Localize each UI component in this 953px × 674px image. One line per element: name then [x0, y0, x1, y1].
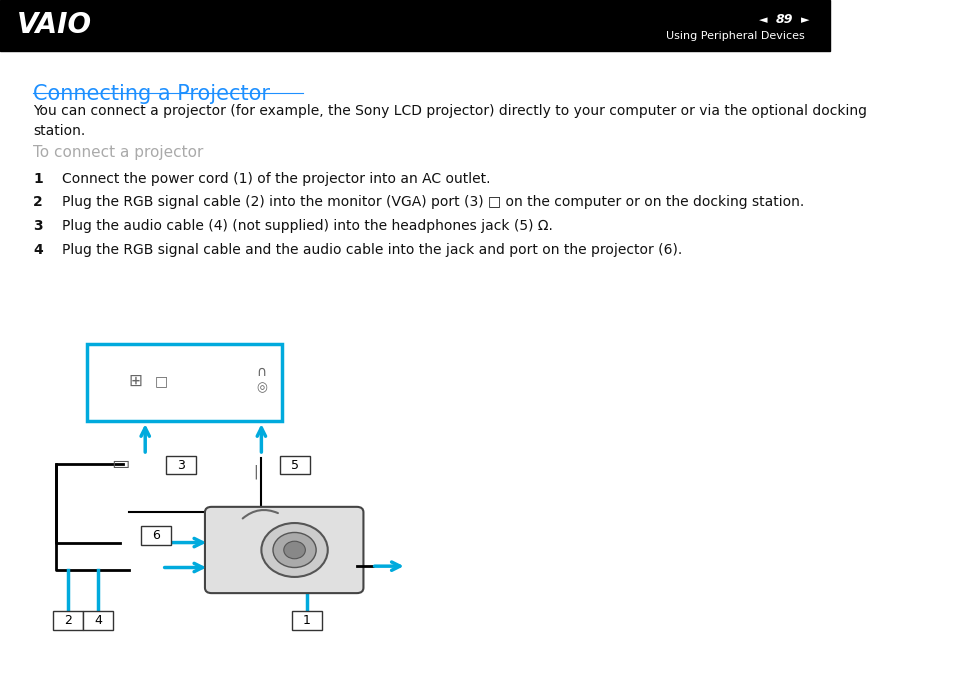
- Text: You can connect a projector (for example, the Sony LCD projector) directly to yo: You can connect a projector (for example…: [33, 104, 866, 138]
- Text: 3: 3: [33, 219, 43, 233]
- Text: ►: ►: [800, 15, 808, 25]
- Bar: [292, 611, 321, 630]
- Text: Plug the audio cable (4) (not supplied) into the headphones jack (5) Ω.: Plug the audio cable (4) (not supplied) …: [62, 219, 553, 233]
- Text: 4: 4: [94, 613, 102, 627]
- Text: 1: 1: [33, 172, 43, 186]
- Text: 1: 1: [303, 613, 311, 627]
- Text: 89: 89: [775, 13, 792, 26]
- Text: 2: 2: [33, 195, 43, 210]
- Text: Plug the RGB signal cable (2) into the monitor (VGA) port (3) □ on the computer : Plug the RGB signal cable (2) into the m…: [62, 195, 803, 210]
- Circle shape: [283, 541, 305, 559]
- FancyBboxPatch shape: [205, 507, 363, 593]
- Bar: [141, 526, 171, 545]
- Bar: [87, 344, 282, 421]
- Text: 5: 5: [291, 458, 298, 472]
- Text: ◄: ◄: [759, 15, 767, 25]
- Text: 6: 6: [152, 528, 160, 542]
- Bar: [83, 611, 112, 630]
- Bar: [166, 456, 195, 474]
- Text: ⊞: ⊞: [129, 372, 142, 390]
- Bar: [53, 611, 83, 630]
- Circle shape: [261, 523, 328, 577]
- Text: ◎: ◎: [255, 381, 267, 394]
- Text: 4: 4: [33, 243, 43, 257]
- Text: Connecting a Projector: Connecting a Projector: [33, 84, 270, 104]
- Bar: [0, 0, 829, 51]
- Text: |: |: [253, 464, 257, 479]
- Bar: [279, 456, 309, 474]
- Text: To connect a projector: To connect a projector: [33, 145, 203, 160]
- Text: □: □: [155, 374, 168, 388]
- Text: ▭: ▭: [111, 454, 130, 473]
- Text: Using Peripheral Devices: Using Peripheral Devices: [665, 31, 804, 41]
- Text: ∩: ∩: [256, 365, 266, 379]
- Text: 3: 3: [176, 458, 185, 472]
- Text: 2: 2: [64, 613, 71, 627]
- Text: Connect the power cord (1) of the projector into an AC outlet.: Connect the power cord (1) of the projec…: [62, 172, 490, 186]
- Text: VAIO: VAIO: [16, 11, 91, 39]
- Circle shape: [273, 532, 315, 568]
- Text: Plug the RGB signal cable and the audio cable into the jack and port on the proj: Plug the RGB signal cable and the audio …: [62, 243, 681, 257]
